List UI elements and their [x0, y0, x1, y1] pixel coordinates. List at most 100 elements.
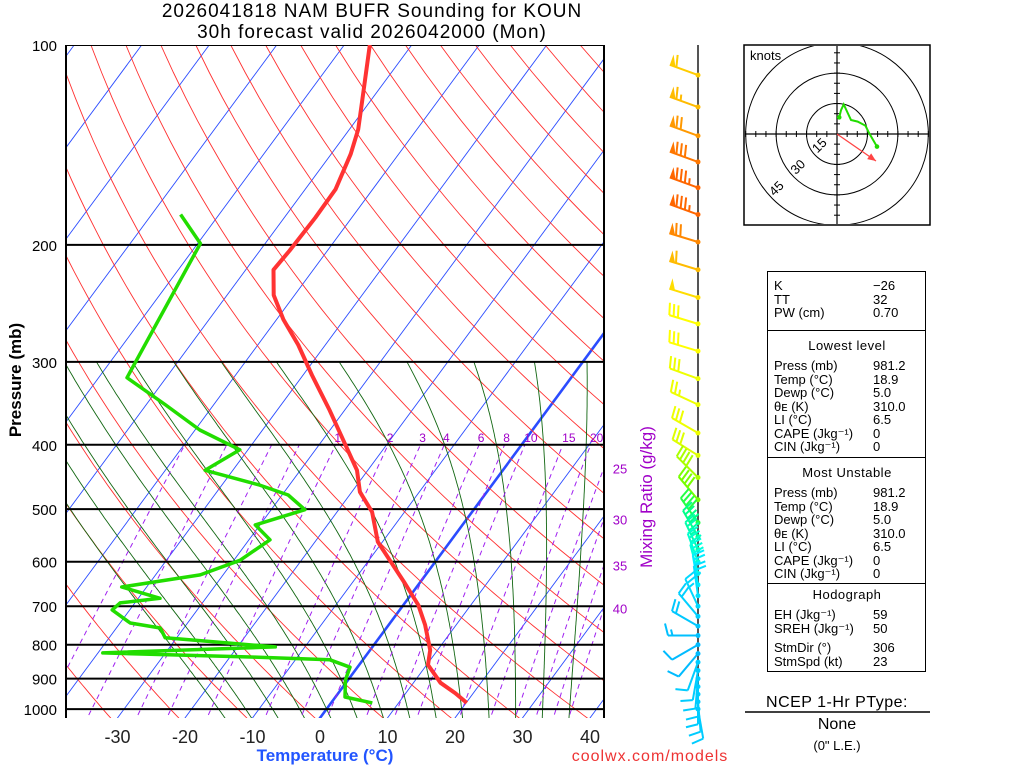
- barb-feather: [684, 513, 696, 524]
- index-value: 23: [873, 653, 888, 669]
- credit-text: coolwx.com/models: [572, 748, 729, 765]
- index-label: θᴇ (K): [774, 398, 809, 414]
- barb-feather: [671, 598, 677, 612]
- barb-staff: [669, 287, 699, 299]
- barb-feather: [683, 197, 688, 210]
- barb-feather: [668, 302, 671, 316]
- barb-staff: [672, 438, 699, 457]
- wind-barb: [669, 54, 701, 78]
- barb-feather: [688, 530, 701, 539]
- index-value: 0: [873, 552, 881, 568]
- barb-station-dot: [695, 376, 701, 382]
- barb-station-dot: [695, 402, 701, 408]
- mixing-ratio-line: [264, 444, 389, 718]
- barb-pennant: [669, 250, 676, 263]
- barb-half-feather: [694, 571, 702, 576]
- mixing-ratio-line: [86, 444, 228, 718]
- index-row: Press (mb) 981.2: [774, 359, 920, 373]
- index-row: CIN (Jkg⁻¹) 0: [774, 440, 920, 454]
- mixing-ratio-line: [166, 444, 300, 718]
- barb-staff: [669, 124, 699, 137]
- index-value: 32: [873, 291, 888, 307]
- barb-feather: [679, 143, 683, 156]
- barb-station-dot: [695, 321, 701, 327]
- barb-feather: [683, 707, 696, 712]
- barb-feather: [690, 534, 702, 543]
- barb-feather: [675, 222, 678, 236]
- barb-station-dot: [695, 642, 701, 648]
- wind-barb: [668, 355, 701, 382]
- barb-feather: [664, 623, 669, 636]
- barb-feather: [674, 408, 681, 421]
- index-label: CIN (Jkg⁻¹): [774, 439, 841, 454]
- mixing-ratio-line: [393, 444, 506, 718]
- wind-barb: [671, 598, 701, 629]
- barb-half-feather: [690, 529, 697, 536]
- mixing-ratio-label: 40: [613, 602, 627, 617]
- temperature-tick-label: 0: [315, 727, 325, 747]
- barb-feather: [677, 466, 687, 478]
- isotherm-line: [66, 45, 548, 698]
- barb-feather: [691, 737, 704, 745]
- wind-barb: [668, 329, 701, 354]
- barb-station-dot: [695, 159, 701, 165]
- isotherm-line: [66, 45, 210, 240]
- mixing-ratio-axis-label: Mixing Ratio (g/kg): [637, 426, 656, 568]
- ptype-heading: NCEP 1-Hr PType:: [766, 694, 908, 711]
- isotherm-line: [251, 240, 604, 718]
- index-row: Temp (°C) 18.9: [774, 498, 920, 514]
- wind-barb: [669, 141, 701, 165]
- barb-feather: [680, 586, 690, 598]
- barb-staff: [671, 643, 699, 661]
- mixing-ratio-line: [326, 444, 445, 718]
- barb-feather: [682, 501, 693, 512]
- barb-feather: [676, 332, 680, 345]
- barb-feather: [682, 491, 693, 503]
- index-row: θᴇ (K) 310.0: [774, 398, 920, 414]
- barb-station-dot: [695, 623, 701, 629]
- pressure-tick-label: 200: [32, 238, 57, 255]
- index-label: TT: [774, 291, 790, 307]
- barb-feather: [675, 167, 679, 180]
- barb-feather: [667, 670, 680, 678]
- moist-adiabat-line: [533, 361, 548, 718]
- barb-pennant: [669, 141, 676, 154]
- temperature-tick-label: -30: [104, 727, 130, 747]
- wind-barb: [669, 222, 701, 245]
- hodograph-trace: [838, 101, 878, 148]
- wind-barb: [677, 582, 701, 619]
- barb-feather: [680, 469, 690, 481]
- index-row: Temp (°C) 18.9: [774, 372, 920, 387]
- barb-feather: [675, 141, 679, 155]
- plot-area: [66, 45, 604, 718]
- mixing-ratio-label: 20: [590, 431, 604, 445]
- index-row: SREH (Jkg⁻¹) 50: [774, 621, 920, 636]
- dry-adiabat-line: [66, 664, 112, 718]
- wind-barb: [669, 379, 701, 408]
- index-row: Press (mb) 981.2: [774, 486, 920, 500]
- section-stability: K −26 TT 32 PW (cm) 0.70: [768, 272, 925, 331]
- index-label: Temp (°C): [774, 498, 833, 514]
- barb-station-dot: [695, 633, 701, 639]
- barb-station-dot: [695, 613, 701, 619]
- barb-feather: [683, 473, 693, 485]
- dry-adiabat-line: [265, 45, 604, 450]
- index-label: CIN (Jkg⁻¹): [774, 566, 841, 581]
- mixing-ratio-label: 15: [562, 431, 576, 445]
- wind-barb: [669, 278, 701, 300]
- barb-station-dot: [695, 691, 701, 697]
- wind-barb: [669, 193, 701, 218]
- index-value: 5.0: [873, 512, 892, 527]
- index-label: Dewp (°C): [774, 385, 835, 400]
- wind-barb: [667, 651, 701, 678]
- mixing-ratio-line: [365, 444, 480, 718]
- pressure-tick-label: 300: [32, 355, 57, 372]
- index-value: 0: [873, 439, 881, 454]
- section-heading: Lowest level: [808, 338, 886, 353]
- section-hodograph: Hodograph EH (Jkg⁻¹) 59 SREH (Jkg⁻¹) 50 StmDi…: [768, 584, 925, 671]
- barb-feather: [685, 495, 695, 507]
- barb-half-feather: [688, 178, 691, 185]
- barb-station-dot: [695, 699, 701, 705]
- wind-barbs: [662, 54, 707, 745]
